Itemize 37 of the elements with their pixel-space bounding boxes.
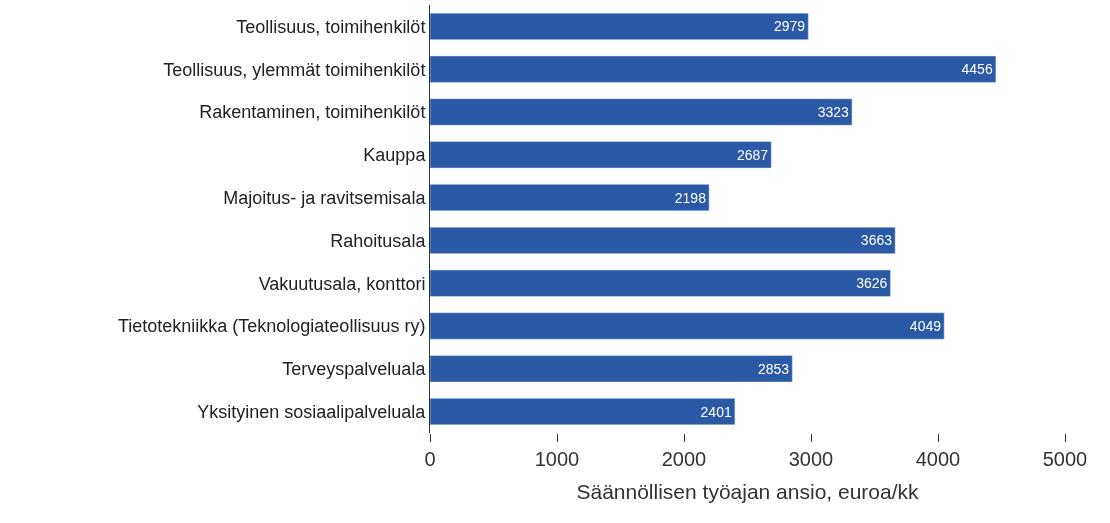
y-tick-label: Teollisuus, ylemmät toimihenkilöt bbox=[163, 59, 426, 80]
y-tick-label: Kauppa bbox=[363, 145, 427, 166]
bar bbox=[430, 226, 896, 254]
y-tick-label: Rahoitusala bbox=[330, 230, 427, 251]
bar bbox=[430, 355, 793, 383]
y-tick-label: Terveyspalveluala bbox=[282, 359, 427, 380]
bar bbox=[430, 398, 736, 426]
x-axis-title: Säännöllisen työajan ansio, euroa/kk bbox=[576, 480, 920, 504]
x-tick-label: 2000 bbox=[661, 448, 707, 470]
bar bbox=[430, 55, 997, 83]
data-label: 4049 bbox=[909, 318, 942, 334]
x-tick-label: 4000 bbox=[915, 448, 961, 470]
data-label: 3323 bbox=[817, 104, 850, 120]
data-label: 3663 bbox=[860, 232, 893, 249]
y-tick-label: Yksityinen sosiaalipalveluala bbox=[197, 401, 427, 422]
data-label: 3626 bbox=[856, 275, 888, 292]
x-tick-label: 0 bbox=[424, 448, 436, 470]
bar bbox=[430, 12, 809, 40]
data-label: 2979 bbox=[773, 18, 806, 35]
bar bbox=[430, 141, 772, 169]
data-label: 2687 bbox=[736, 146, 769, 163]
y-tick-label: Majoitus- ja ravitsemisala bbox=[223, 187, 427, 208]
bar bbox=[430, 184, 710, 212]
y-tick-label: Vakuutusala, konttori bbox=[258, 273, 426, 294]
bar bbox=[430, 312, 945, 340]
x-tick-label: 3000 bbox=[788, 448, 834, 470]
x-tick-label: 5000 bbox=[1042, 448, 1088, 470]
data-label: 4456 bbox=[961, 61, 993, 78]
bar bbox=[430, 98, 853, 126]
y-tick-label: Tietotekniikka (Teknologiateollisuus ry) bbox=[117, 316, 426, 337]
y-tick-label: Teollisuus, toimihenkilöt bbox=[236, 16, 426, 37]
data-label: 2198 bbox=[674, 189, 707, 206]
x-tick-label: 1000 bbox=[534, 448, 580, 470]
data-label: 2853 bbox=[757, 360, 790, 377]
y-tick-label: Rakentaminen, toimihenkilöt bbox=[199, 102, 426, 123]
bar bbox=[430, 269, 891, 297]
data-label: 2401 bbox=[700, 403, 732, 420]
